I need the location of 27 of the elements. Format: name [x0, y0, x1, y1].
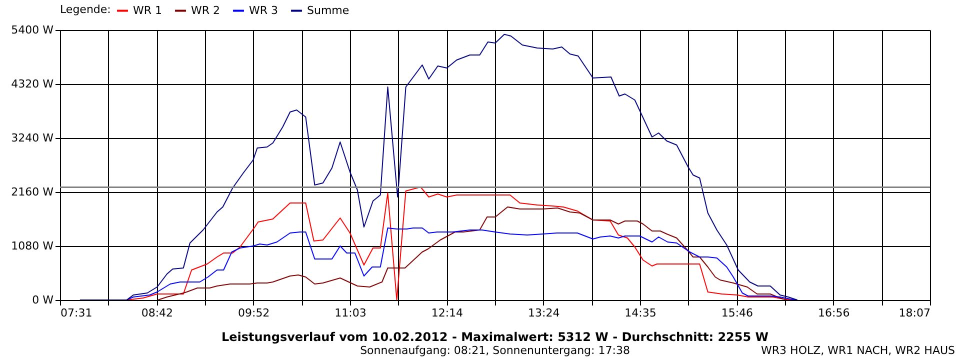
line-series — [79, 34, 798, 300]
legend-label: WR 1 — [133, 4, 162, 17]
x-tick-label: 14:35 — [624, 306, 656, 320]
legend-label: Summe — [307, 4, 350, 17]
y-tick-label: 2160 W — [11, 186, 54, 198]
x-tick-label: 15:46 — [721, 306, 754, 320]
line-series — [126, 186, 794, 300]
text: Leistungsverlauf vom 10.02.2012 - Maximalwert: 5312 W - Durchschnitt: 2255 W — [221, 330, 769, 344]
legend-label: WR 2 — [191, 4, 220, 17]
x-tick-label: 08:42 — [141, 306, 174, 320]
x-tick-label: 11:03 — [334, 306, 366, 320]
x-tick-label: 16:56 — [818, 306, 850, 320]
y-tick-label: 0 W — [32, 294, 54, 306]
y-tick-label: 1080 W — [11, 240, 54, 252]
y-tick-label: 5400 W — [11, 24, 54, 36]
text: WR3 HOLZ, WR1 NACH, WR2 HAUS — [761, 344, 956, 357]
x-tick-label: 12:14 — [431, 306, 464, 320]
legend-label: WR 3 — [249, 4, 278, 17]
x-tick-label: 18:07 — [898, 306, 930, 320]
y-tick-label: 4320 W — [11, 78, 54, 90]
y-tick-label: 3240 W — [11, 132, 54, 144]
x-tick-label: 09:52 — [238, 306, 270, 320]
x-tick-label: 13:24 — [528, 306, 560, 320]
line-series — [157, 206, 788, 300]
legend-title: Legende: — [60, 3, 111, 16]
text: Sonnenaufgang: 08:21, Sonnenuntergang: 17:38 — [360, 344, 630, 357]
x-tick-label: 07:31 — [60, 306, 92, 320]
